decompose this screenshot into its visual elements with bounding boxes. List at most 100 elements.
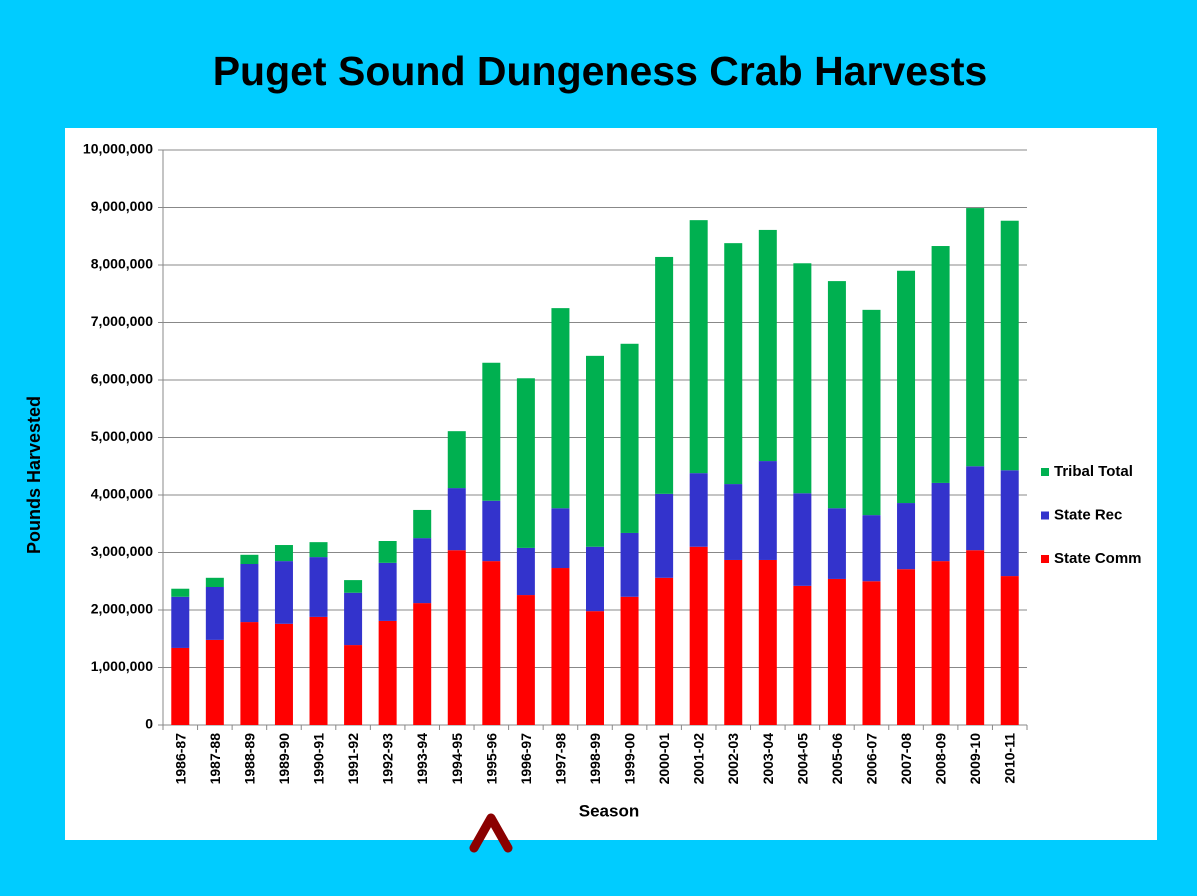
bar-segment [862, 309, 881, 516]
bar-segment [309, 616, 328, 725]
bar-segment [758, 229, 777, 462]
bar-segment [689, 220, 708, 474]
bar-segment [274, 561, 293, 624]
x-tick-label: 2009-10 [967, 733, 983, 785]
bar-segment [966, 550, 985, 725]
bar-segment [689, 546, 708, 725]
bar-segment [897, 503, 916, 570]
bar-segment [447, 431, 466, 489]
bar-segment [897, 270, 916, 504]
legend-swatch [1041, 511, 1049, 520]
legend-label: Tribal Total [1054, 463, 1133, 480]
bar-segment [378, 541, 397, 563]
legend-swatch [1041, 468, 1049, 476]
legend-swatch [1041, 555, 1049, 563]
x-tick-label: 1996-97 [518, 733, 534, 785]
bar-segment [309, 542, 328, 558]
plot: 0 1,000,000 2,000,000 3,000,000 4,000,000 5,0… [83, 141, 1142, 785]
bar-segment [827, 508, 846, 579]
x-tick-label: 2005-06 [829, 733, 845, 785]
x-tick-label: 1994-95 [449, 733, 465, 785]
bar-segment [551, 308, 570, 509]
y-tick-label: 2,000,000 [91, 601, 153, 617]
y-tick-label: 5,000,000 [91, 428, 153, 444]
x-tick-label: 2007-08 [898, 733, 914, 785]
bar-segment [655, 577, 674, 725]
bar-segment [482, 500, 501, 562]
bar-segment [447, 550, 466, 725]
y-axis-label: Pounds Harvested [24, 396, 44, 554]
bar-segment [724, 559, 743, 725]
x-tick-label: 1991-92 [345, 733, 361, 785]
bar-segment [274, 623, 293, 725]
x-tick-label: 2001-02 [691, 733, 707, 785]
chart-title: Puget Sound Dungeness Crab Harvests [213, 48, 988, 94]
bar-segment [378, 620, 397, 725]
x-tick-label: 2008-09 [933, 733, 949, 785]
x-tick-label: 1998-99 [587, 733, 603, 785]
bar-segment [344, 580, 363, 593]
bar-segment [966, 466, 985, 551]
y-tick-label: 1,000,000 [91, 658, 153, 674]
x-tick-label: 2000-01 [656, 733, 672, 785]
bar-segment [827, 578, 846, 725]
bar-segment [931, 561, 950, 725]
x-tick-label: 2004-05 [794, 733, 810, 785]
bar-segment [793, 263, 812, 494]
bar-segment [586, 355, 604, 547]
legend-label: State Rec [1054, 506, 1122, 523]
bar-segment [586, 611, 604, 725]
bar-segment [897, 569, 916, 725]
y-tick-label: 9,000,000 [91, 198, 153, 214]
bar-segment [931, 246, 950, 483]
x-tick-label: 1988-89 [241, 733, 257, 785]
bar-segment [413, 538, 432, 604]
bar-segment [240, 622, 259, 725]
bar-segment [551, 508, 570, 569]
x-tick-label: 1997-98 [552, 733, 568, 785]
bar-segment [171, 588, 190, 597]
bar-segment [793, 585, 812, 725]
bar-segment [171, 647, 190, 725]
x-tick-label: 1993-94 [414, 733, 430, 785]
bar-segment [689, 473, 708, 547]
y-tick-label: 4,000,000 [91, 486, 153, 502]
x-tick-label: 2006-07 [863, 733, 879, 785]
y-tick-label: 0 [145, 716, 153, 732]
bar-segment [344, 592, 363, 646]
x-tick-label: 1989-90 [276, 733, 292, 785]
x-tick-label: 2010-11 [1002, 733, 1018, 784]
bar-segment [309, 557, 328, 617]
x-tick-label: 1990-91 [311, 733, 327, 785]
bar-segment [1000, 576, 1019, 725]
bar-segment [724, 243, 743, 485]
bar-segment [482, 561, 501, 725]
bar-segment [620, 596, 639, 725]
bar-segment [586, 546, 604, 612]
bar-segment [655, 493, 674, 578]
x-tick-label: 2002-03 [725, 733, 741, 785]
x-tick-label: 1999-00 [622, 733, 638, 785]
bar-segment [793, 493, 812, 586]
y-tick-label: 10,000,000 [83, 141, 153, 157]
bar-segment [240, 564, 259, 623]
bar-segment [516, 595, 535, 725]
bar-segment [344, 645, 363, 725]
legend-label: State Comm [1054, 550, 1142, 567]
bar-segment [516, 378, 535, 548]
bar-segment [274, 545, 293, 562]
bar-segment [482, 362, 501, 501]
bar-segment [205, 587, 224, 640]
bar-segment [758, 461, 777, 560]
x-tick-label: 1987-88 [207, 733, 223, 785]
bar-segment [413, 509, 432, 539]
bar-segment [240, 554, 259, 564]
bar-segment [378, 562, 397, 621]
chart-panel [65, 128, 1157, 840]
x-tick-label: 1995-96 [483, 733, 499, 785]
bar-segment [724, 484, 743, 560]
bar-segment [551, 568, 570, 725]
bar-segment [862, 515, 881, 582]
bar-segment [758, 559, 777, 725]
